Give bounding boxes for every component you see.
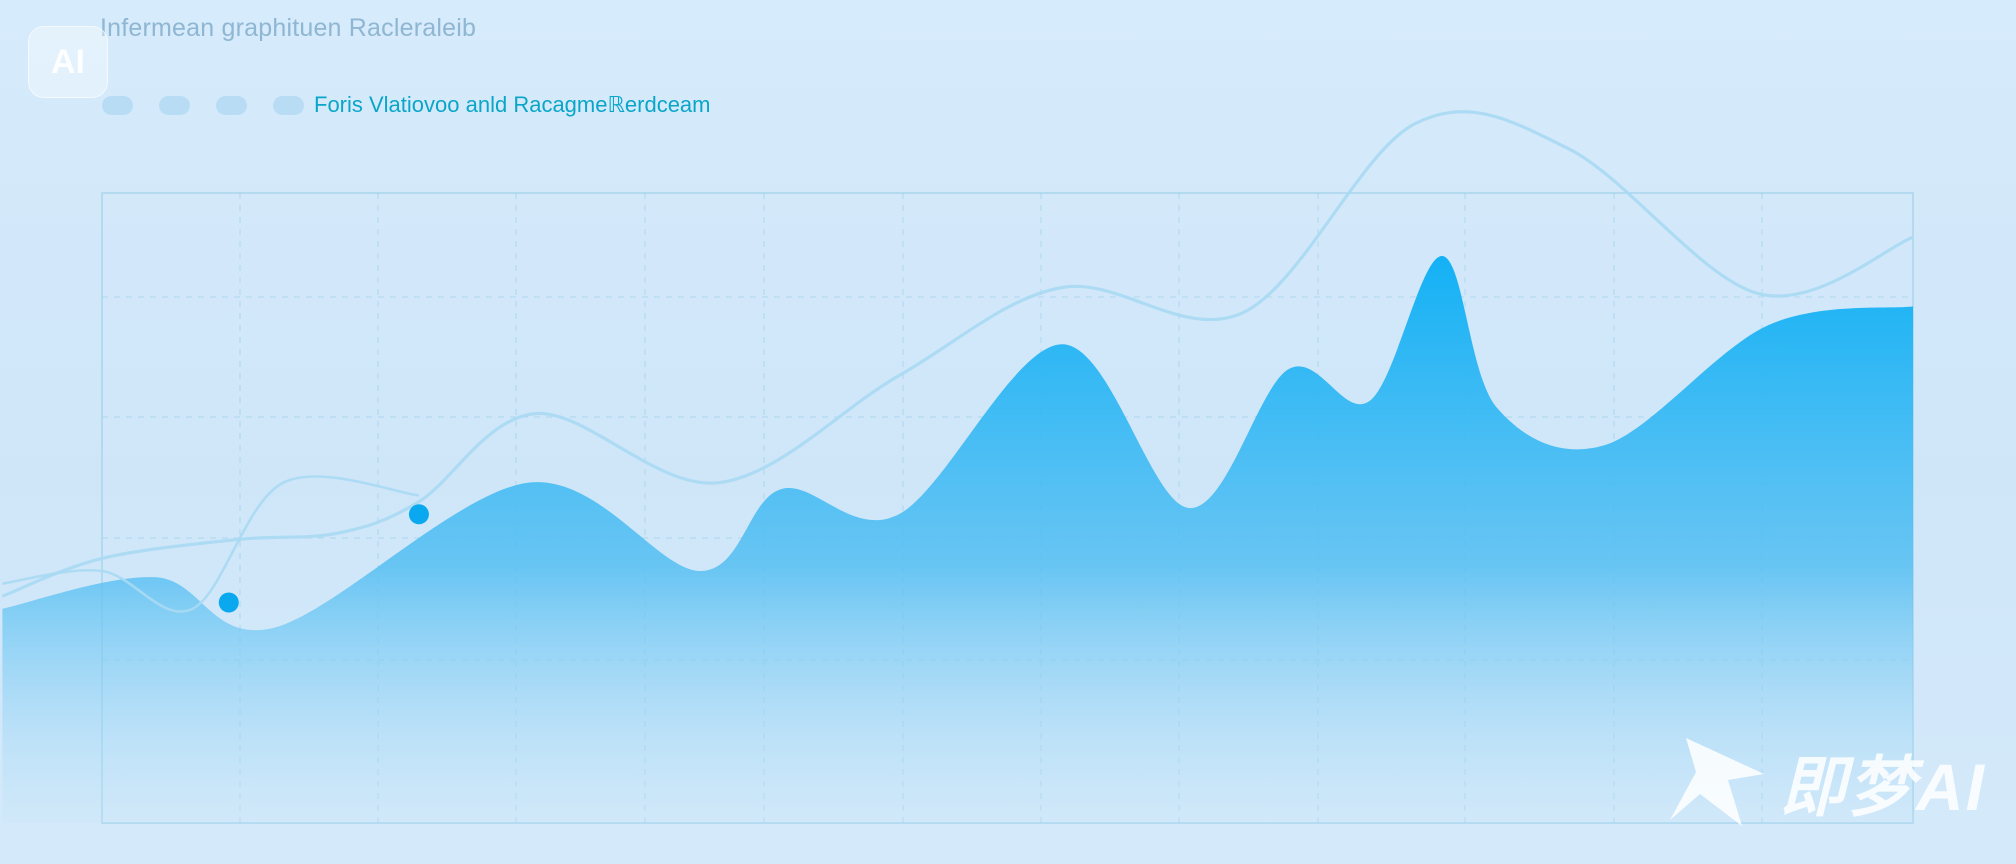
chart-title: Infermean graphituen Racleraleib	[100, 14, 477, 42]
legend-dot	[159, 95, 190, 115]
data-point-marker-1	[408, 504, 429, 525]
area-layer	[2, 255, 1913, 824]
data-point-marker-0	[218, 592, 239, 613]
legend-dot	[102, 95, 133, 115]
line-series-1	[1, 110, 1914, 598]
line-series-2	[2, 475, 420, 613]
marker-layer	[218, 504, 429, 613]
watermark: 即梦AI	[1666, 734, 1986, 830]
legend-label: Foris Vlatiovoo anld Racagmeℝerdceam	[314, 92, 711, 117]
area-series-0	[2, 255, 1913, 824]
legend-dot	[216, 95, 247, 115]
swift-arrow-logo-icon	[1670, 738, 1764, 826]
watermark-text: 即梦AI	[1780, 750, 1986, 824]
ai-badge: AI	[28, 26, 108, 98]
line-layer	[1, 110, 1914, 613]
legend: Foris Vlatiovoo anld Racagmeℝerdceam	[102, 90, 711, 120]
legend-dot	[273, 95, 304, 115]
